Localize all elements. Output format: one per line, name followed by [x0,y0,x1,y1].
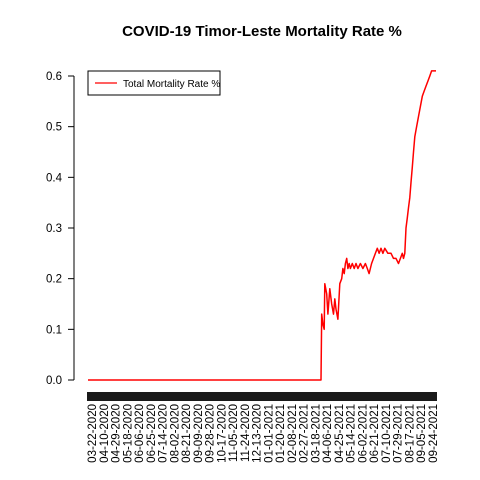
y-tick-label: 0.0 [46,375,62,387]
x-tick-label: 01-01-2021 [263,404,275,463]
x-tick-label: 09-05-2021 [416,404,428,463]
x-tick-label: 09-28-2020 [205,404,217,463]
x-tick-label: 05-18-2020 [122,404,134,463]
x-tick-label: 03-18-2021 [310,404,322,463]
y-tick-label: 0.6 [46,71,62,83]
x-tick-label: 04-10-2020 [99,404,111,463]
x-tick-label: 07-10-2021 [381,404,393,463]
x-tick-label: 06-02-2021 [357,404,369,463]
x-tick-label: 11-05-2020 [228,404,240,462]
x-tick-label: 11-24-2020 [240,404,252,462]
x-tick-label: 12-13-2020 [252,404,264,463]
x-tick-label: 06-21-2021 [369,404,381,463]
x-axis-tick-band [87,392,437,401]
y-tick-label: 0.4 [46,172,63,184]
x-tick-label: 05-14-2021 [346,404,358,463]
x-tick-label: 01-20-2021 [275,404,287,463]
legend-label: Total Mortality Rate % [123,79,220,90]
chart-title: COVID-19 Timor-Leste Mortality Rate % [122,23,402,40]
x-tick-label: 09-09-2020 [193,404,205,463]
y-tick-label: 0.5 [46,122,62,134]
y-axis-ticks: 0.0 0.1 0.2 0.3 0.4 0.5 0.6 [46,71,74,387]
x-tick-label: 04-25-2021 [334,404,346,463]
x-tick-label: 04-29-2020 [111,404,123,463]
series-line-total-mortality-rate [88,70,436,381]
x-tick-label: 09-24-2021 [428,404,440,463]
x-tick-label: 07-29-2021 [393,404,405,463]
x-tick-label: 04-06-2021 [322,404,334,463]
x-tick-label: 02-08-2021 [287,404,299,463]
y-tick-label: 0.3 [46,223,62,235]
x-tick-label: 02-27-2021 [299,404,311,463]
x-tick-label: 08-21-2020 [181,404,193,463]
x-tick-label: 08-17-2021 [404,404,416,463]
x-tick-label: 10-17-2020 [216,404,228,463]
x-tick-label: 07-14-2020 [158,404,170,463]
x-axis-ticks: 03-22-2020 04-10-2020 04-29-2020 05-18-2020… [87,404,440,463]
x-tick-label: 03-22-2020 [87,404,99,463]
x-tick-label: 08-02-2020 [169,404,181,463]
x-tick-label: 06-06-2020 [134,404,146,463]
y-tick-label: 0.2 [46,274,62,286]
x-tick-label: 06-25-2020 [146,404,158,463]
legend: Total Mortality Rate % [87,70,221,96]
y-tick-label: 0.1 [46,324,62,336]
